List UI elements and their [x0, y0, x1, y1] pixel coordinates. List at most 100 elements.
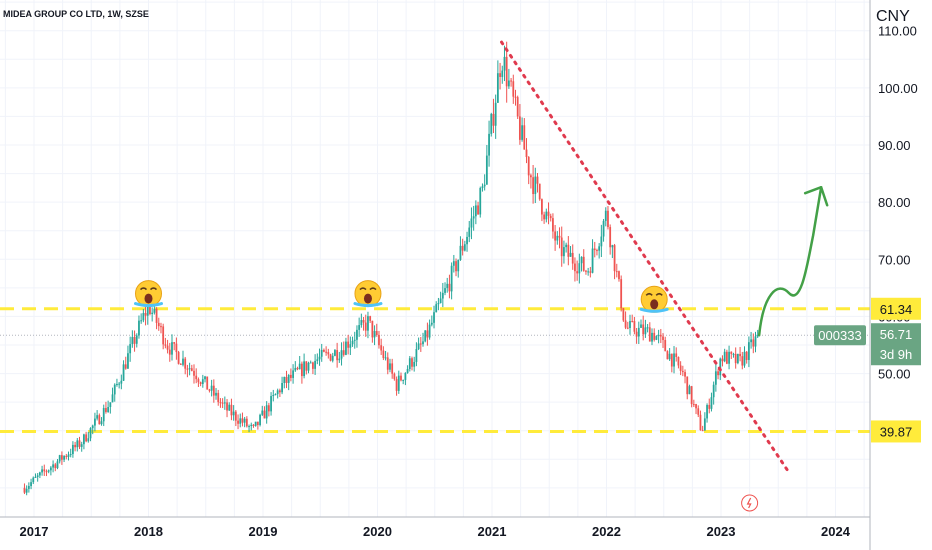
candle — [179, 363, 182, 365]
candle — [47, 469, 50, 474]
candle — [96, 410, 99, 421]
candle-body — [578, 263, 581, 274]
candle — [351, 336, 354, 347]
candle — [574, 257, 576, 282]
candle — [164, 337, 167, 349]
candle-body — [397, 375, 400, 391]
candle-body — [600, 236, 603, 247]
candle-body — [204, 376, 206, 380]
candle-body — [470, 218, 473, 228]
candle — [283, 376, 286, 389]
candle — [490, 112, 493, 137]
candle-body — [30, 482, 32, 487]
candle-body — [63, 456, 65, 460]
candle — [267, 402, 270, 417]
candle-body — [571, 252, 574, 264]
candle-body — [402, 379, 405, 381]
candle — [426, 322, 429, 346]
candle-body — [292, 370, 294, 378]
candle-body — [721, 358, 724, 362]
candle-body — [190, 368, 193, 371]
candle-body — [296, 367, 299, 370]
candle-body — [351, 340, 354, 345]
candle — [714, 363, 717, 392]
candle — [340, 342, 343, 366]
candle — [210, 379, 213, 397]
candle-body — [138, 320, 140, 336]
candle-body — [642, 324, 645, 335]
candle — [356, 325, 358, 348]
candle-body — [602, 220, 605, 237]
candle-body — [325, 351, 328, 353]
candle-body — [706, 405, 708, 419]
candle-body — [732, 353, 735, 355]
candle — [699, 410, 702, 431]
candle — [182, 350, 184, 367]
candle — [197, 377, 200, 387]
candle — [195, 368, 198, 384]
candle — [323, 348, 325, 353]
candle-body — [512, 81, 515, 97]
candle — [703, 412, 706, 431]
candle — [466, 231, 468, 252]
candle — [662, 333, 664, 348]
candle-body — [734, 353, 737, 364]
candle-body — [640, 324, 642, 328]
candle — [83, 433, 85, 450]
candle — [406, 365, 409, 374]
candle-body — [36, 475, 39, 477]
candle-body — [633, 321, 636, 332]
candle — [441, 282, 444, 308]
candle — [237, 414, 239, 430]
candle — [637, 321, 640, 345]
candle-body — [736, 353, 739, 364]
candle — [65, 453, 68, 460]
candle-body — [690, 386, 693, 405]
candle-body — [60, 455, 63, 460]
candle — [640, 319, 642, 328]
candle — [651, 328, 653, 346]
candle-body — [659, 334, 662, 337]
last-price-badge-bg — [871, 323, 921, 366]
candle — [560, 226, 563, 267]
candle — [725, 349, 728, 365]
candle-body — [168, 349, 171, 355]
candle-body — [695, 404, 697, 409]
candle — [631, 314, 634, 323]
candle — [378, 330, 380, 349]
candle-body — [38, 472, 41, 476]
candle-body — [413, 361, 416, 367]
candle-body — [323, 349, 325, 352]
candle-body — [699, 414, 702, 431]
candle-body — [459, 245, 462, 260]
candle — [186, 364, 189, 378]
candle-body — [507, 80, 510, 87]
candle — [287, 374, 290, 391]
candle-body — [129, 344, 132, 354]
candle — [483, 174, 486, 191]
candle — [138, 315, 140, 339]
candle-body — [452, 261, 455, 266]
candle — [591, 239, 594, 274]
candle — [221, 398, 224, 409]
candle — [281, 376, 283, 395]
candle-body — [234, 411, 237, 421]
candle-body — [433, 312, 435, 323]
candle — [109, 402, 112, 414]
candle-body — [712, 384, 715, 398]
candle — [32, 476, 35, 485]
candle — [684, 369, 686, 384]
candle — [118, 381, 121, 389]
candle-body — [611, 245, 614, 248]
candle-body — [358, 325, 361, 330]
candle — [144, 303, 147, 326]
candle-body — [530, 175, 532, 178]
candle-body — [303, 361, 306, 377]
candle — [38, 471, 41, 479]
x-tick-label: 2022 — [592, 524, 621, 539]
candle — [245, 416, 248, 428]
candle — [446, 277, 449, 293]
candle — [175, 337, 178, 360]
candle-body — [730, 351, 733, 354]
